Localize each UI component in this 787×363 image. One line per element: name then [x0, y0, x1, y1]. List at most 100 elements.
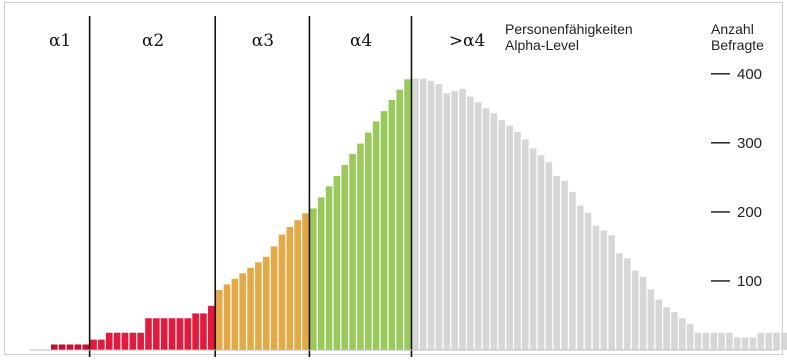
bar-55: [482, 108, 490, 350]
bar-60: [522, 139, 529, 350]
bar-15: [168, 318, 176, 350]
bar-8: [113, 332, 121, 350]
bar-67: [576, 205, 584, 350]
bar-41: [372, 121, 380, 350]
bar-58: [506, 125, 513, 350]
bar-46: [412, 78, 419, 350]
bar-22: [223, 284, 231, 350]
bar-70: [600, 230, 608, 350]
bar-36: [333, 176, 341, 350]
level-label-1: α1: [49, 31, 71, 51]
bar-16: [176, 318, 184, 350]
bar-17: [184, 318, 192, 350]
bar-40: [365, 132, 372, 350]
y-tick-label-200: 200: [737, 204, 762, 221]
bar-89: [749, 337, 757, 350]
bar-85: [718, 332, 725, 350]
bar-42: [380, 111, 388, 350]
bar-72: [616, 253, 623, 350]
bar-80: [679, 318, 686, 350]
bar-54: [474, 102, 482, 351]
y-tick-label-100: 100: [737, 273, 762, 290]
bar-81: [686, 323, 694, 350]
bar-9: [121, 332, 129, 350]
bar-62: [537, 155, 545, 350]
bar-39: [357, 143, 364, 350]
bar-13: [153, 318, 160, 350]
bar-68: [584, 212, 592, 350]
bar-91: [765, 332, 772, 350]
level-label-4: α4: [350, 31, 372, 51]
bar-14: [160, 318, 168, 350]
bar-33: [310, 208, 317, 350]
bar-37: [341, 164, 349, 350]
bar-28: [270, 246, 278, 350]
bar-10: [129, 332, 137, 350]
bar-66: [569, 191, 576, 350]
bar-56: [490, 113, 498, 350]
bar-35: [325, 186, 333, 350]
bar-43: [388, 100, 396, 350]
bar-24: [239, 273, 246, 350]
bar-34: [317, 197, 325, 350]
bar-53: [467, 96, 474, 350]
bar-18: [192, 313, 199, 350]
bar-45: [404, 79, 411, 350]
bar-87: [733, 337, 741, 350]
y-axis-label-line-2: Befragte: [711, 37, 764, 53]
level-label-5: >α4: [449, 31, 486, 51]
bar-51: [451, 91, 458, 350]
bar-73: [624, 258, 631, 350]
bar-26: [255, 262, 262, 350]
level-labels: α1 α2 α3 α4 >α4: [49, 31, 485, 51]
bar-30: [286, 227, 294, 350]
bar-92: [773, 332, 780, 350]
bar-23: [231, 278, 239, 350]
bar-75: [639, 276, 647, 350]
bar-7: [105, 332, 113, 350]
bar-82: [694, 332, 702, 350]
bar-20: [208, 305, 215, 350]
bar-63: [545, 162, 553, 350]
bar-90: [757, 332, 765, 350]
bar-11: [137, 332, 144, 350]
bar-19: [200, 313, 207, 350]
bar-25: [247, 267, 254, 350]
bar-38: [349, 153, 356, 350]
bar-32: [302, 213, 309, 350]
bar-74: [631, 270, 639, 350]
bar-5: [90, 339, 97, 350]
bar-76: [647, 289, 655, 350]
level-label-2: α2: [142, 31, 164, 51]
legend-title-line-1: Personenfähigkeiten: [505, 21, 633, 37]
bar-64: [553, 176, 560, 350]
bar-1: [58, 344, 66, 350]
bar-50: [443, 93, 451, 350]
bar-12: [145, 318, 152, 350]
bar-3: [74, 344, 82, 350]
bar-57: [498, 120, 506, 350]
y-tick-label-300: 300: [737, 135, 762, 152]
legend-title-line-2: Alpha-Level: [505, 37, 579, 53]
bar-21: [215, 289, 223, 350]
y-axis: 100 200 300 400: [711, 66, 762, 290]
bar-88: [741, 337, 749, 350]
bar-61: [529, 148, 537, 350]
bar-69: [592, 225, 600, 350]
bar-47: [419, 78, 427, 350]
level-label-3: α3: [252, 31, 274, 51]
y-tick-label-400: 400: [737, 66, 762, 83]
bars-group: [51, 78, 787, 351]
bar-84: [710, 332, 717, 350]
level-dividers: [88, 16, 413, 357]
y-axis-label-line-1: Anzahl: [711, 21, 754, 37]
bar-2: [66, 344, 74, 350]
bar-83: [702, 332, 710, 350]
bar-93: [781, 332, 787, 350]
bar-86: [726, 332, 733, 350]
bar-31: [294, 220, 301, 350]
bar-44: [396, 89, 403, 350]
bar-77: [655, 299, 663, 350]
bar-49: [435, 84, 443, 351]
